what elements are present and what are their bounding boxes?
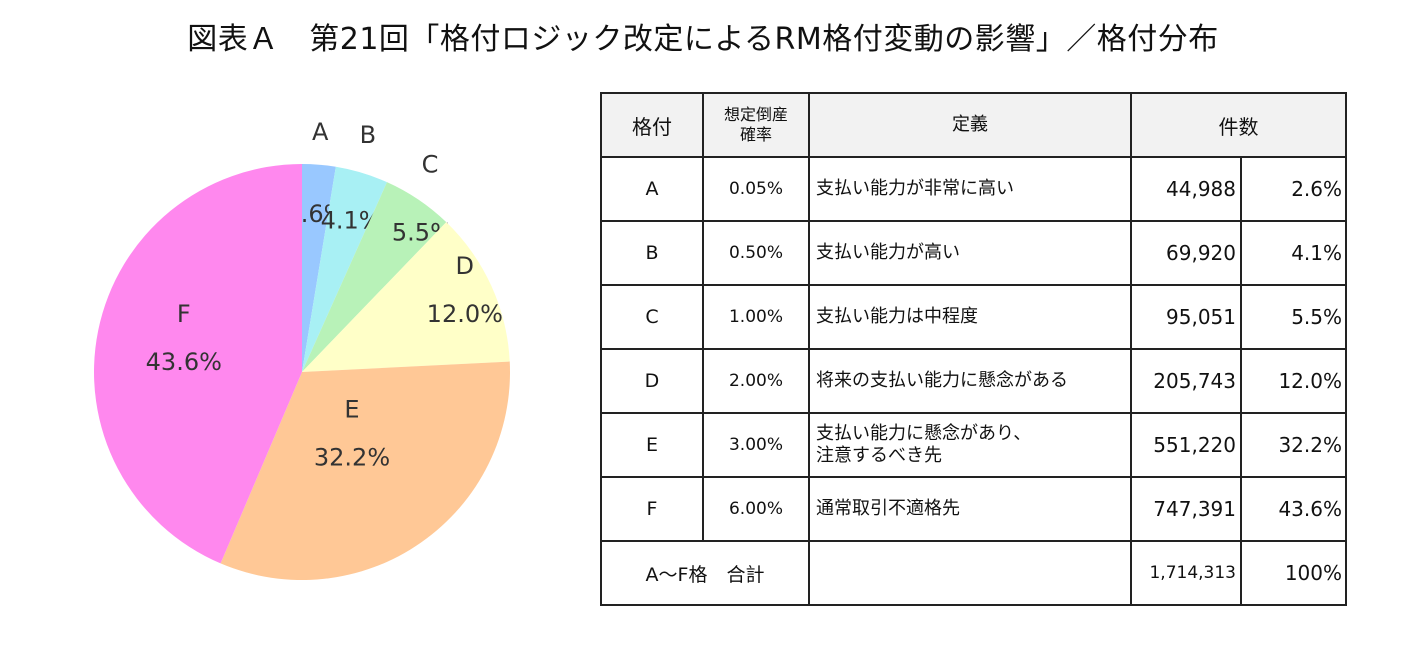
pie-value-label: 43.6%	[146, 348, 222, 376]
cell-count: 69,920	[1130, 220, 1242, 286]
pie-category-label: E	[344, 396, 359, 424]
total-label: A～F格 合計	[600, 540, 810, 606]
cell-grade: A	[600, 156, 704, 222]
cell-pct: 43.6%	[1240, 476, 1347, 542]
pie-value-label: 12.0%	[427, 300, 503, 328]
cell-count: 205,743	[1130, 348, 1242, 414]
cell-default-prob: 6.00%	[702, 476, 810, 542]
cell-grade: D	[600, 348, 704, 414]
definition-line2: 注意するべき先	[816, 445, 942, 466]
cell-default-prob: 1.00%	[702, 284, 810, 350]
cell-pct: 32.2%	[1240, 412, 1347, 478]
header-count: 件数	[1130, 92, 1347, 158]
cell-grade: B	[600, 220, 704, 286]
cell-count: 95,051	[1130, 284, 1242, 350]
cell-definition: 支払い能力に懸念があり、 注意するべき先	[808, 412, 1132, 478]
table-header-row: 格付 想定倒産 確率 定義 件数	[600, 92, 1347, 158]
definition-line1: 将来の支払い能力に懸念がある	[816, 370, 1068, 391]
cell-default-prob: 0.50%	[702, 220, 810, 286]
definition-line1: 支払い能力は中程度	[816, 306, 978, 327]
total-count: 1,714,313	[1130, 540, 1242, 606]
grade-distribution-table: 格付 想定倒産 確率 定義 件数 A 0.05% 支払い能力が非常に高い 44,988…	[600, 92, 1347, 606]
cell-count: 551,220	[1130, 412, 1242, 478]
pie-category-label: C	[422, 150, 439, 178]
cell-definition: 支払い能力が非常に高い	[808, 156, 1132, 222]
definition-line1: 支払い能力が高い	[816, 242, 960, 263]
header-prob-line1: 想定倒産	[723, 105, 788, 124]
cell-pct: 12.0%	[1240, 348, 1347, 414]
header-prob-line2: 確率	[739, 125, 772, 144]
table-row: C 1.00% 支払い能力は中程度 95,051 5.5%	[600, 284, 1347, 350]
total-pct: 100%	[1240, 540, 1347, 606]
header-definition: 定義	[808, 92, 1132, 158]
pie-category-label: B	[360, 121, 376, 149]
pie-chart: A 2.6% B 4.1% C 5.5% D 12.0% E 32.2% F 43.6%	[80, 110, 540, 590]
cell-count: 44,988	[1130, 156, 1242, 222]
pie-value-label: 32.2%	[314, 444, 390, 472]
cell-grade: F	[600, 476, 704, 542]
table-row: A 0.05% 支払い能力が非常に高い 44,988 2.6%	[600, 156, 1347, 222]
header-default-prob: 想定倒産 確率	[702, 92, 810, 158]
pie-slice-e	[220, 361, 510, 580]
cell-grade: C	[600, 284, 704, 350]
cell-definition: 支払い能力は中程度	[808, 284, 1132, 350]
pie-slice-b	[302, 166, 387, 372]
cell-grade: E	[600, 412, 704, 478]
pie-category-label: D	[456, 252, 474, 280]
cell-pct: 2.6%	[1240, 156, 1347, 222]
table-row: B 0.50% 支払い能力が高い 69,920 4.1%	[600, 220, 1347, 286]
cell-default-prob: 0.05%	[702, 156, 810, 222]
definition-line1: 支払い能力が非常に高い	[816, 178, 1014, 199]
total-definition-empty	[808, 540, 1132, 606]
table-total-row: A～F格 合計 1,714,313 100%	[600, 540, 1347, 606]
cell-default-prob: 3.00%	[702, 412, 810, 478]
pie-category-label: F	[177, 300, 191, 328]
cell-default-prob: 2.00%	[702, 348, 810, 414]
header-grade: 格付	[600, 92, 704, 158]
grade-table: 格付 想定倒産 確率 定義 件数 A 0.05% 支払い能力が非常に高い 44,988…	[600, 92, 1347, 606]
table-row: F 6.00% 通常取引不適格先 747,391 43.6%	[600, 476, 1347, 542]
pie-chart-svg: A2.6%B4.1%C5.5%D12.0%E32.2%F43.6%	[93, 118, 510, 580]
page-title: 図表Ａ 第21回「格付ロジック改定によるRM格付変動の影響」／格付分布	[187, 22, 1219, 57]
table-row: D 2.00% 将来の支払い能力に懸念がある 205,743 12.0%	[600, 348, 1347, 414]
table-row: E 3.00% 支払い能力に懸念があり、 注意するべき先 551,220 32.2%	[600, 412, 1347, 478]
cell-pct: 4.1%	[1240, 220, 1347, 286]
cell-definition: 将来の支払い能力に懸念がある	[808, 348, 1132, 414]
table-body: A 0.05% 支払い能力が非常に高い 44,988 2.6% B 0.50% 支払い能力が高…	[600, 156, 1347, 542]
pie-slice-f	[93, 164, 302, 564]
definition-line1: 支払い能力に懸念があり、	[816, 423, 1032, 444]
pie-slice-a	[302, 164, 336, 372]
pie-category-label: A	[312, 118, 329, 146]
cell-definition: 通常取引不適格先	[808, 476, 1132, 542]
pie-slice-c	[302, 182, 447, 372]
cell-definition: 支払い能力が高い	[808, 220, 1132, 286]
cell-count: 747,391	[1130, 476, 1242, 542]
cell-pct: 5.5%	[1240, 284, 1347, 350]
pie-slice-d	[302, 222, 510, 372]
definition-line1: 通常取引不適格先	[816, 498, 960, 519]
